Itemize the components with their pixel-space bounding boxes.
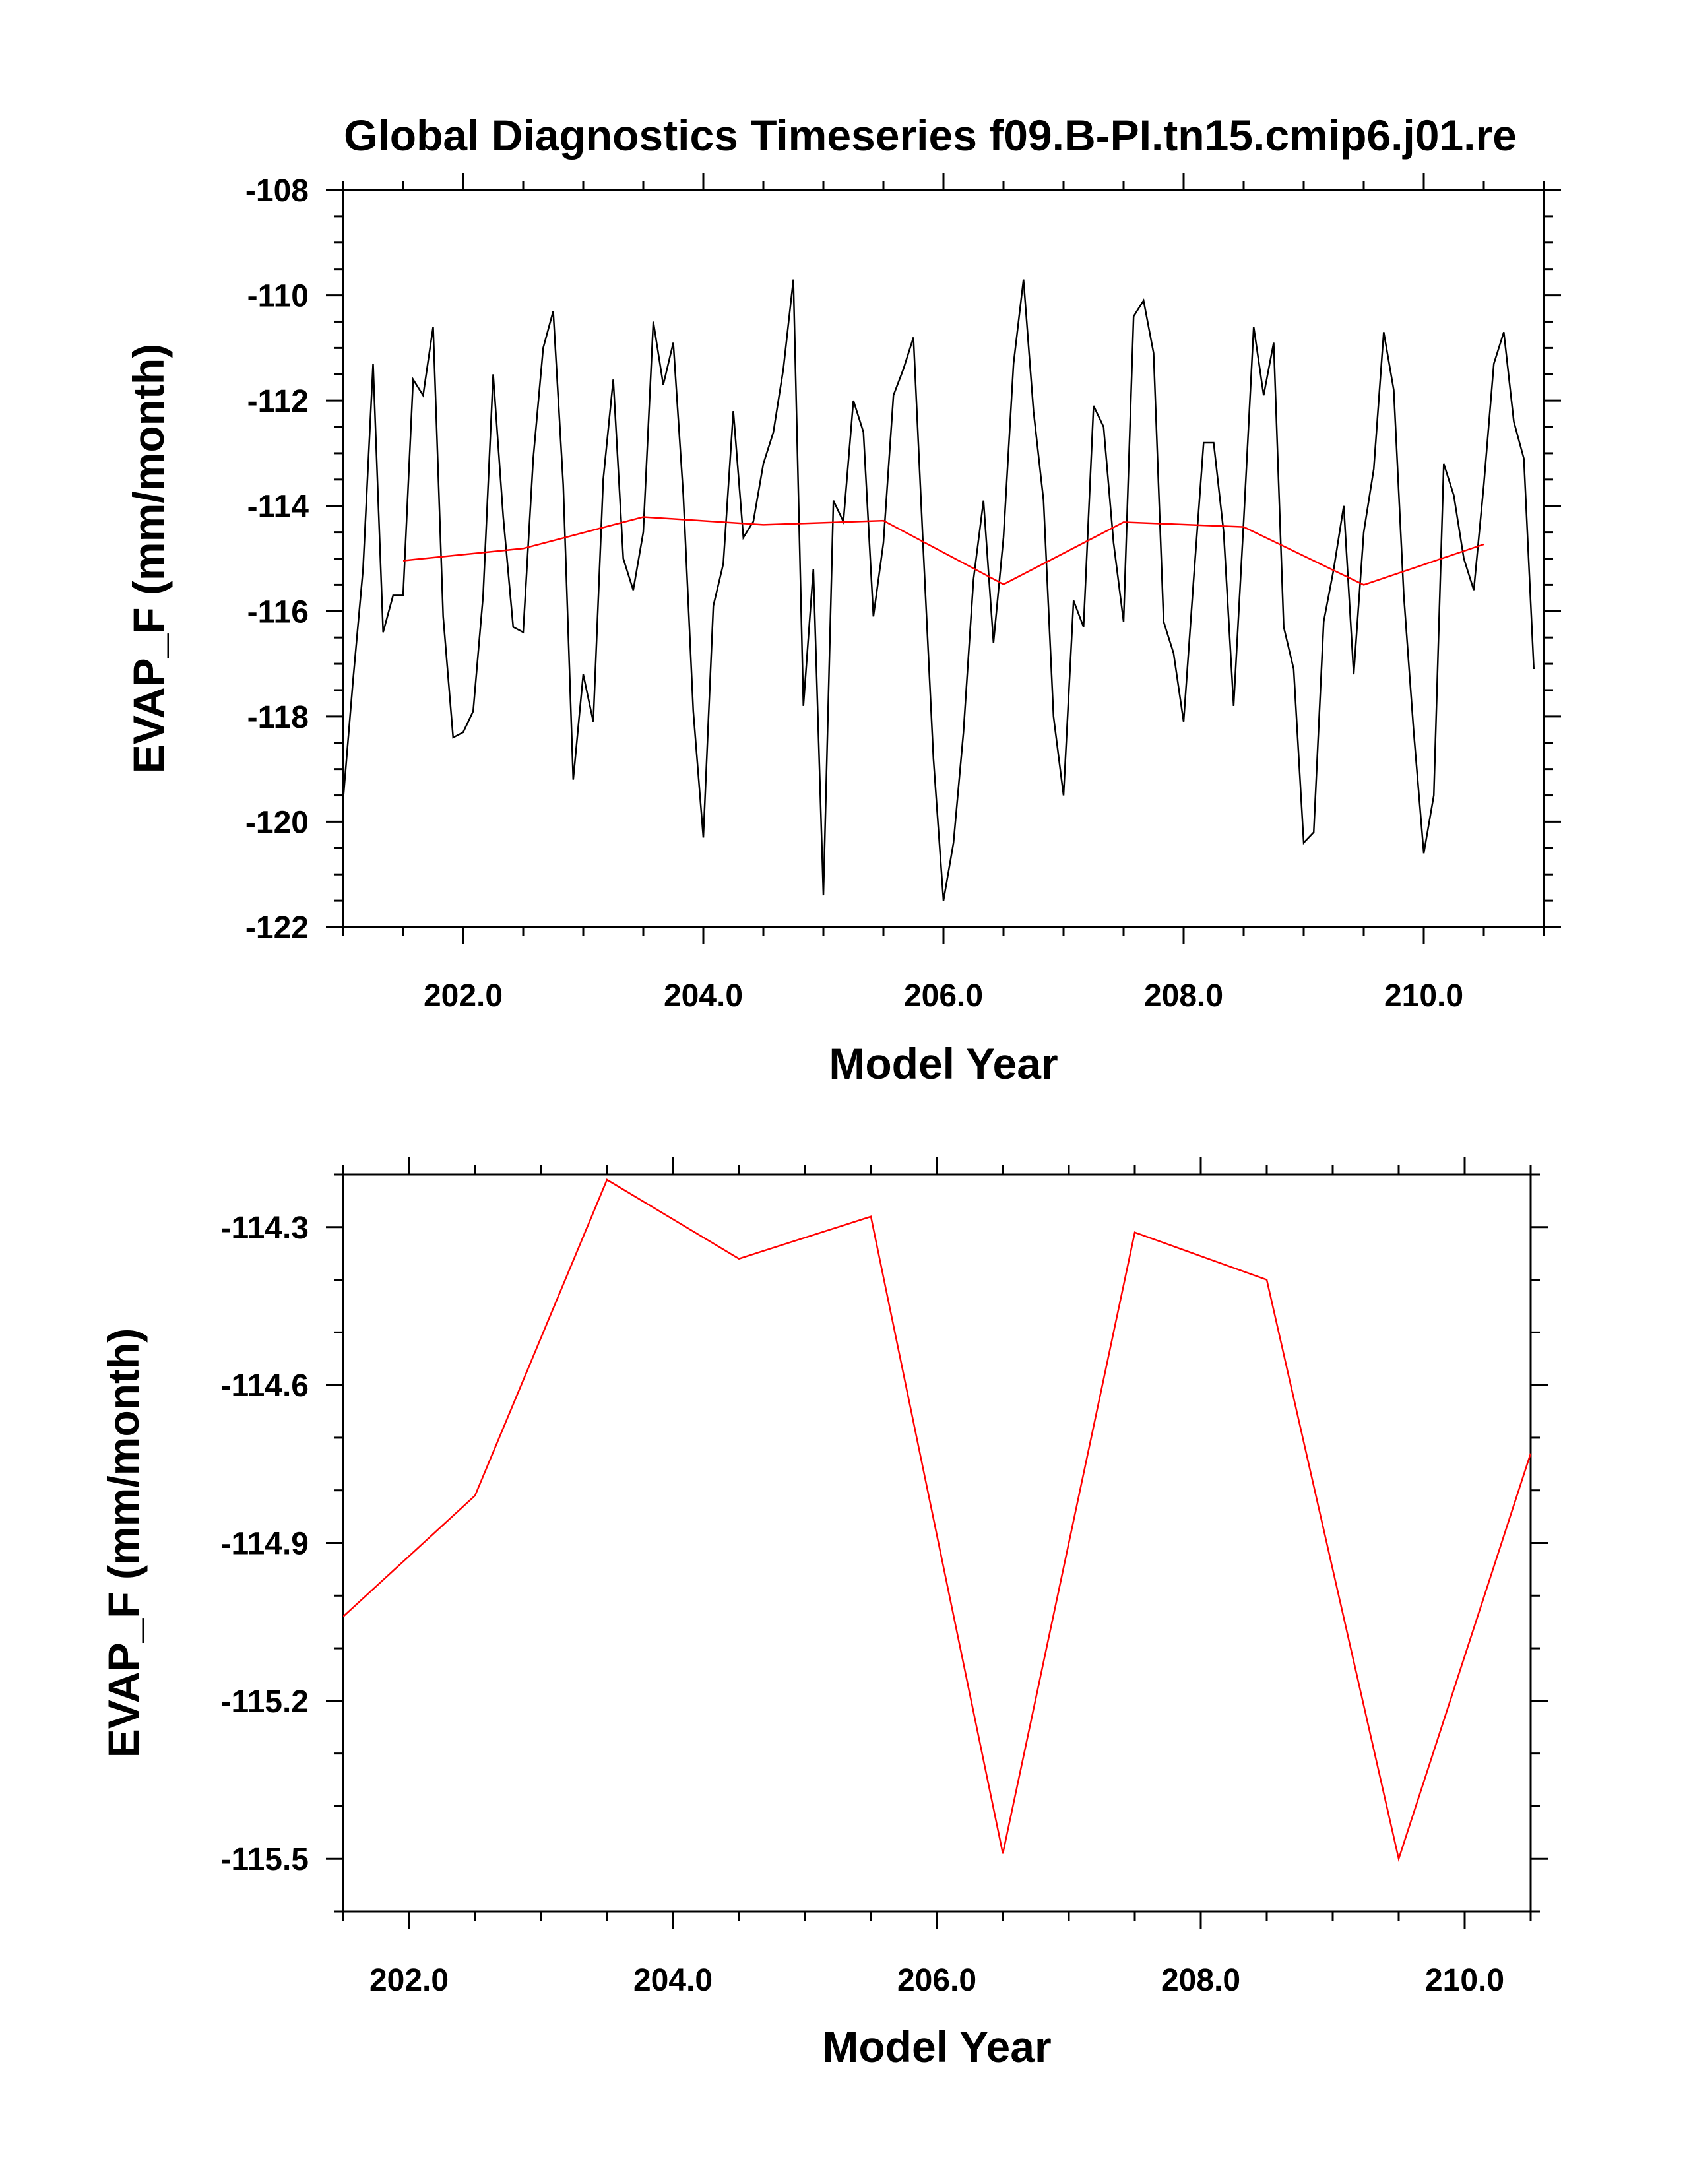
x-tick-label: 204.0 [633, 1963, 713, 1998]
y-tick-label: -114.9 [221, 1527, 309, 1562]
y-tick-label: -120 [245, 805, 309, 840]
x-tick-label: 206.0 [904, 979, 983, 1013]
y-tick-label: -112 [247, 384, 309, 419]
y-axis-label: EVAP_F (mm/month) [124, 344, 173, 773]
series-line-0 [343, 1178, 1531, 1862]
y-tick-label: -116 [247, 594, 309, 629]
y-tick-label: -115.5 [221, 1842, 309, 1877]
x-tick-label: 208.0 [1161, 1963, 1240, 1998]
x-tick-label: 208.0 [1144, 979, 1223, 1013]
y-tick-label: -114 [247, 490, 309, 525]
y-tick-label: -114.3 [221, 1211, 309, 1246]
annual-mean-panel-bottom: 202.0 204.0 206.0 208.0 210.0 -115.5 -115.2 -11… [99, 1157, 1548, 2071]
x-tick-label: 202.0 [369, 1963, 449, 1998]
x-axis-label: Model Year [822, 2022, 1051, 2071]
y-tick-label: -114.6 [221, 1368, 309, 1403]
x-axis-label: Model Year [829, 1039, 1058, 1088]
x-tick-label: 206.0 [897, 1963, 976, 1998]
y-tick-label: -122 [245, 911, 309, 946]
y-tick-label: -108 [245, 174, 309, 209]
y-tick-label: -110 [247, 279, 309, 314]
chart-title: Global Diagnostics Timeseries f09.B-PI.t… [344, 111, 1517, 160]
x-tick-label: 210.0 [1425, 1963, 1504, 1998]
x-tick-label: 204.0 [664, 979, 743, 1013]
plot-frame [342, 189, 1545, 928]
y-tick-label: -118 [247, 700, 309, 735]
plot-frame [342, 1173, 1532, 1913]
y-axis-label: EVAP_F (mm/month) [99, 1328, 148, 1758]
timeseries-panel-top: 202.0 204.0 206.0 208.0 210.0 -122 -120 -118 -11… [124, 173, 1561, 1088]
x-tick-label: 210.0 [1384, 979, 1463, 1013]
y-tick-label: -115.2 [221, 1685, 309, 1719]
series-line-0 [343, 279, 1535, 901]
series-line-1 [402, 516, 1484, 586]
x-tick-label: 202.0 [424, 979, 503, 1013]
